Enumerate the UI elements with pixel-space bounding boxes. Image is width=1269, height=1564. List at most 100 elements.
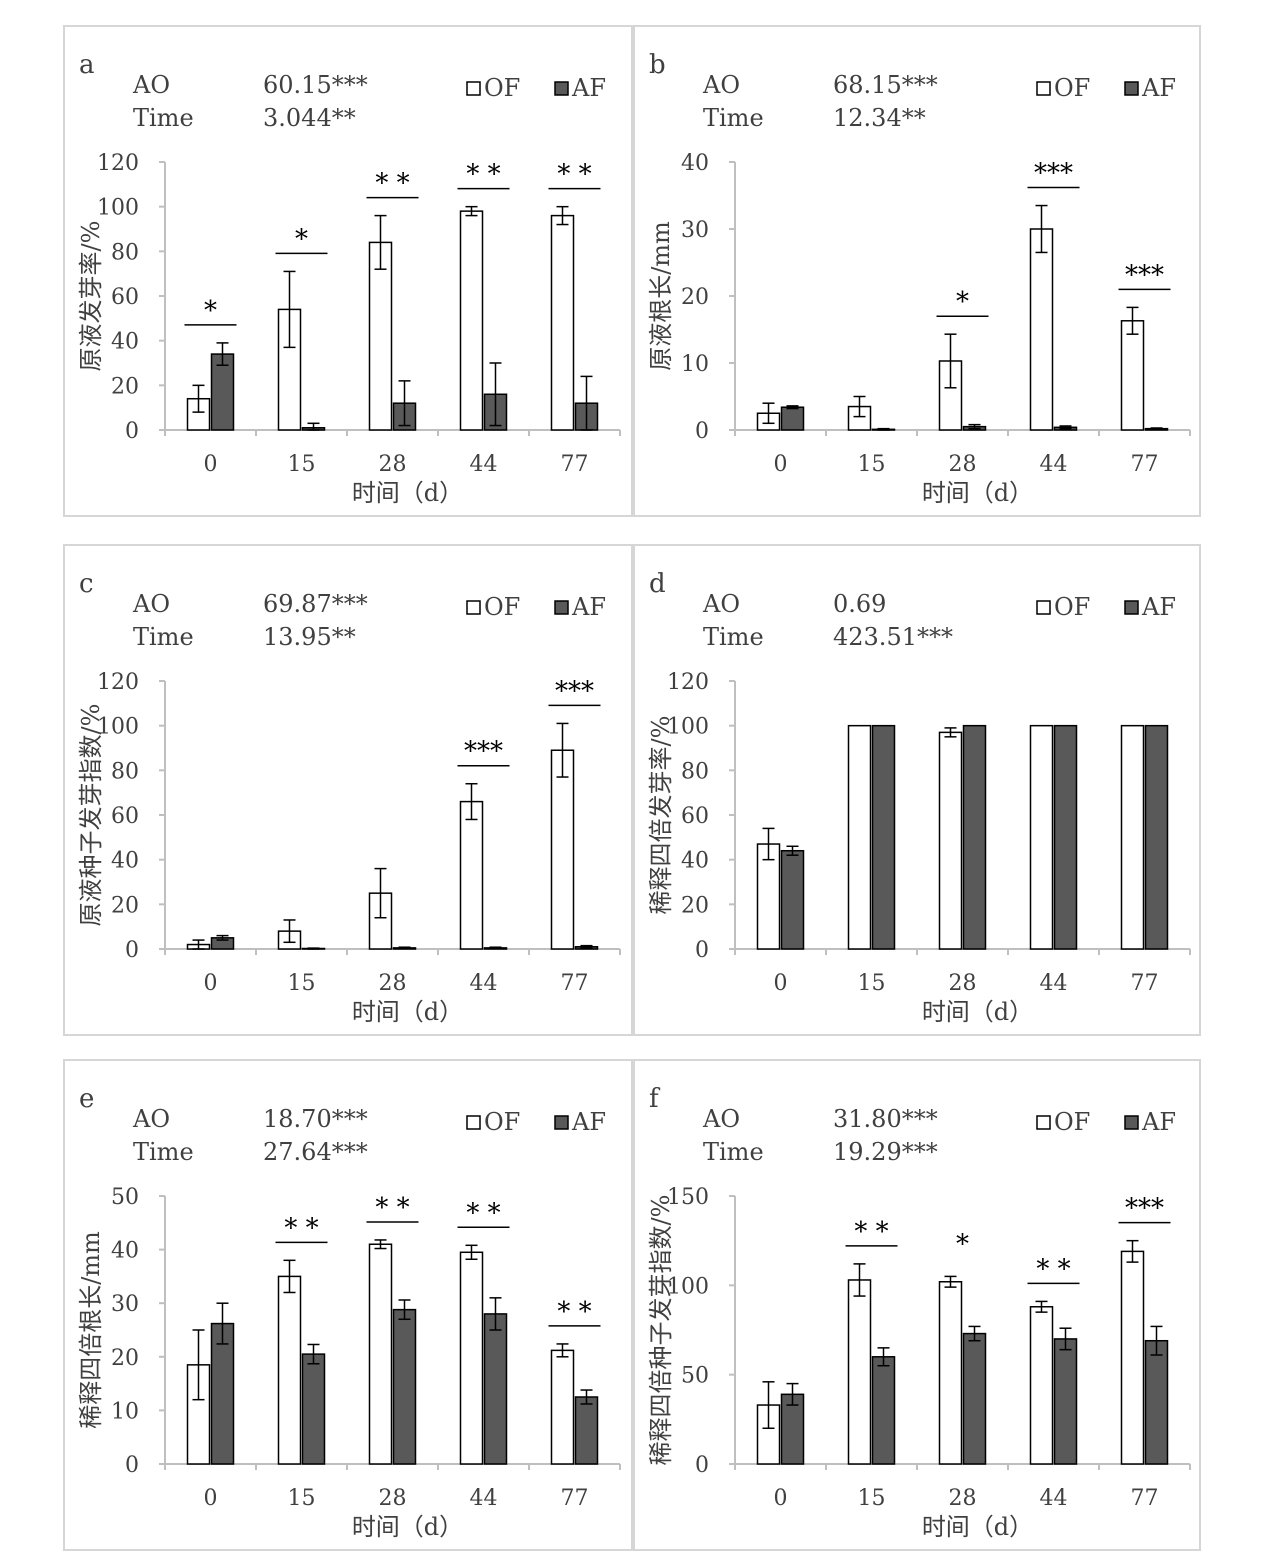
y-tick-label: 20: [111, 1346, 139, 1371]
x-tick-label: 0: [204, 971, 218, 996]
y-tick-label: 120: [667, 670, 709, 695]
x-tick-label: 44: [1040, 452, 1068, 477]
bar-OF-77: [550, 214, 575, 431]
stat-value: 3.044**: [263, 104, 356, 132]
x-tick-label: 28: [949, 971, 977, 996]
significance-marker: *: [295, 224, 308, 254]
significance-marker: * *: [375, 169, 409, 199]
bar-OF-28: [938, 731, 963, 950]
x-tick-label: 44: [1040, 971, 1068, 996]
y-tick-label: 80: [111, 240, 139, 265]
stat-label: Time: [703, 104, 764, 132]
legend-swatch-OF: [466, 81, 481, 96]
significance-marker: ***: [464, 737, 503, 767]
chart-svg-e: e AO 18.70*** Time 27.64*** OF AF 0 10 20 30 40 50稀释…: [77, 1084, 621, 1541]
stat-value: 27.64***: [263, 1138, 368, 1166]
significance-marker: ***: [1125, 260, 1164, 290]
y-tick-label: 0: [125, 419, 139, 444]
y-tick-label: 80: [111, 759, 139, 784]
y-tick-label: 150: [667, 1185, 709, 1210]
x-tick-label: 15: [288, 971, 316, 996]
legend-label-OF: OF: [484, 74, 520, 102]
y-axis-label: 稀释四倍根长/mm: [77, 1231, 105, 1429]
y-tick-label: 30: [111, 1292, 139, 1317]
legend-label-AF: AF: [1141, 1108, 1176, 1136]
y-tick-label: 40: [111, 1239, 139, 1264]
legend-swatch-AF: [1124, 1115, 1139, 1130]
y-tick-label: 60: [111, 285, 139, 310]
legend-label-OF: OF: [1054, 1108, 1090, 1136]
panel-label: c: [79, 569, 94, 599]
x-axis-label: 时间（d）: [352, 998, 463, 1026]
stat-value: 18.70***: [263, 1105, 368, 1133]
bar-AF-15: [871, 1356, 896, 1465]
y-tick-label: 40: [111, 849, 139, 874]
chart-svg-b: b AO 68.15*** Time 12.34** OF AF 0 10 20 30 40 原液根长/…: [647, 50, 1191, 507]
legend-label-AF: AF: [571, 74, 606, 102]
y-tick-label: 100: [97, 715, 139, 740]
stat-value: 68.15***: [833, 71, 938, 99]
significance-marker: * *: [557, 160, 591, 190]
stat-label: Time: [703, 623, 764, 651]
y-tick-label: 40: [111, 330, 139, 355]
x-tick-label: 44: [470, 971, 498, 996]
bar-AF-44: [483, 1313, 508, 1465]
significance-marker: * *: [284, 1213, 318, 1243]
y-tick-label: 80: [681, 759, 709, 784]
bar-AF-77: [574, 1396, 599, 1465]
bar-OF-44: [1029, 724, 1054, 950]
x-tick-label: 44: [470, 1486, 498, 1511]
panel-label: a: [79, 50, 95, 80]
x-tick-label: 0: [774, 1486, 788, 1511]
bar-OF-44: [1029, 1306, 1054, 1465]
bar-AF-0: [780, 406, 805, 431]
chart-panel-a: a AO 60.15*** Time 3.044** OF AF 0 20 40 60 80 100 12…: [63, 25, 633, 517]
y-tick-label: 10: [111, 1399, 139, 1424]
x-tick-label: 15: [858, 971, 886, 996]
chart-svg-a: a AO 60.15*** Time 3.044** OF AF 0 20 40 60 80 100 12…: [77, 50, 621, 507]
stat-value: 31.80***: [833, 1105, 938, 1133]
y-axis-label: 原液根长/mm: [647, 221, 675, 371]
x-tick-label: 44: [1040, 1486, 1068, 1511]
x-tick-label: 28: [379, 1486, 407, 1511]
stat-label: Time: [133, 623, 194, 651]
bar-OF-77: [550, 749, 575, 950]
significance-marker: * *: [854, 1217, 888, 1247]
significance-marker: * *: [466, 160, 500, 190]
legend-swatch-AF: [554, 81, 569, 96]
bar-AF-44: [1053, 724, 1078, 950]
bar-OF-44: [459, 210, 484, 431]
x-tick-label: 0: [204, 452, 218, 477]
legend-label-AF: AF: [1141, 593, 1176, 621]
significance-marker: * *: [375, 1193, 409, 1223]
bar-OF-28: [368, 241, 393, 431]
x-tick-label: 77: [1131, 971, 1159, 996]
legend-label-AF: AF: [571, 593, 606, 621]
panel-label: e: [79, 1084, 94, 1114]
bar-AF-77: [1144, 724, 1169, 950]
significance-marker: * *: [1036, 1254, 1070, 1284]
x-tick-label: 15: [858, 1486, 886, 1511]
stat-value: 13.95**: [263, 623, 356, 651]
stat-label: Time: [133, 1138, 194, 1166]
legend-swatch-AF: [554, 600, 569, 615]
stat-label: AO: [702, 1105, 740, 1133]
bar-OF-15: [277, 1275, 302, 1465]
legend-label-OF: OF: [1054, 74, 1090, 102]
bar-OF-77: [1120, 1250, 1145, 1465]
stat-value: 19.29***: [833, 1138, 938, 1166]
legend-swatch-OF: [1036, 81, 1051, 96]
panel-label: f: [649, 1084, 661, 1114]
y-tick-label: 40: [681, 151, 709, 176]
x-axis-label: 时间（d）: [922, 1513, 1033, 1541]
bar-OF-77: [1120, 320, 1145, 431]
panel-label: b: [649, 50, 666, 80]
legend-label-OF: OF: [484, 593, 520, 621]
bar-AF-15: [301, 1353, 326, 1465]
x-axis-label: 时间（d）: [922, 479, 1033, 507]
panel-label: d: [649, 569, 666, 599]
y-tick-label: 20: [111, 893, 139, 918]
significance-marker: ***: [1125, 1194, 1164, 1224]
bar-AF-28: [392, 1308, 417, 1465]
x-tick-label: 28: [949, 1486, 977, 1511]
